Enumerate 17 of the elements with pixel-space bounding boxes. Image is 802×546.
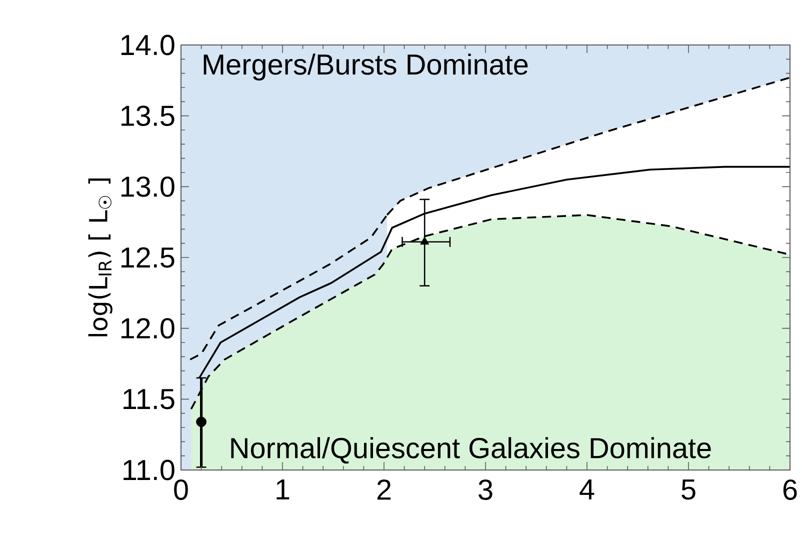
x-tick-label: 4 [580,480,594,500]
x-tick-label: 5 [682,480,696,500]
x-tick-label: 6 [783,480,797,500]
x-tick-label: 1 [276,480,290,500]
y-axis-title: log(L$_{IR}$) [ L$_{☉}$ ] [88,178,112,336]
y-tick-label: 14.0 [121,34,174,56]
x-tick-label: 2 [377,480,391,500]
y-tick-label: 11.5 [124,389,174,410]
y-tick-label: 13.5 [121,106,174,126]
y-tick-label: 11.0 [124,460,174,480]
y-tick-label: 13.0 [121,176,174,197]
y-tick-label: 12.0 [121,318,174,339]
annotation: Mergers/Bursts Dominate [204,54,528,80]
y-tick-label: 12.5 [121,247,174,268]
x-tick-label: 3 [478,480,492,500]
x-tick-label: 0 [174,480,188,500]
annotation: Normal/Quiescent Galaxies Dominate [231,437,711,464]
